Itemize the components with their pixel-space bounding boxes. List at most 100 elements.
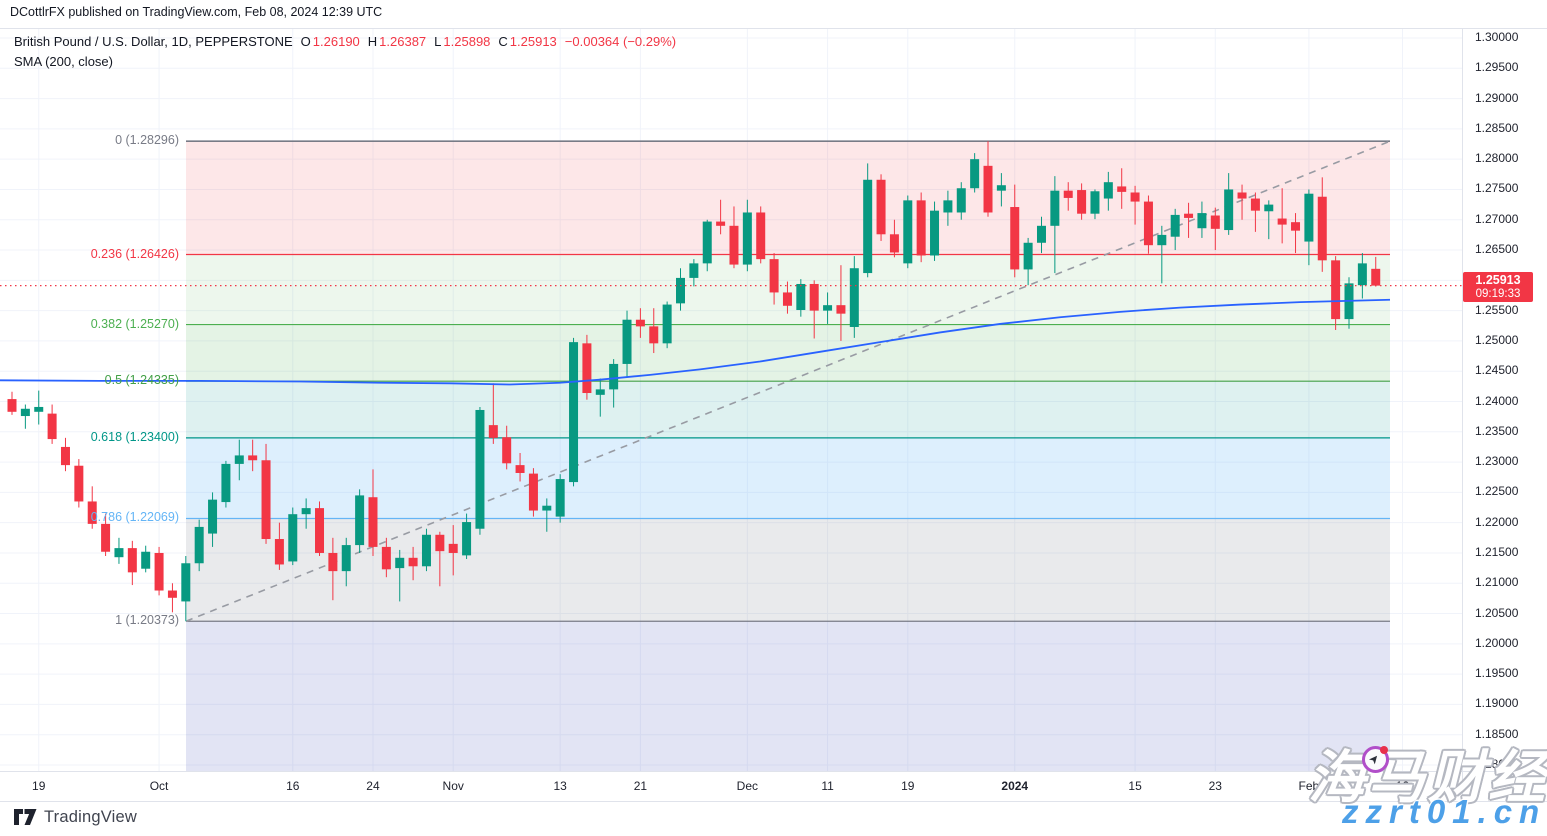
time-axis[interactable]: 19 Oct 16 24 Nov 13 21 Dec 11 19 2024 15 23 Feb 12 xyxy=(0,772,1462,801)
candle-body xyxy=(301,508,311,515)
candle-body xyxy=(729,225,739,265)
candle-body xyxy=(221,463,231,503)
time-axis-label: 16 xyxy=(286,779,300,793)
candle-body xyxy=(20,408,30,417)
watermark-cjk-text: 海马财经 xyxy=(1308,746,1547,810)
candle-body xyxy=(983,165,993,213)
candle-body xyxy=(167,590,177,598)
candle-body xyxy=(876,179,886,235)
open-label: O xyxy=(300,34,311,49)
candle-body xyxy=(1090,191,1100,214)
candle-body xyxy=(114,548,124,558)
candle-body xyxy=(87,501,97,524)
candle-body xyxy=(408,557,418,567)
candle-body xyxy=(916,200,926,256)
price-axis[interactable]: 1.30000 1.29500 1.29000 1.28500 1.28000 1.275… xyxy=(1463,29,1547,771)
candle-body xyxy=(194,526,204,564)
time-axis-label: 19 xyxy=(32,779,46,793)
footer-divider xyxy=(0,801,1547,802)
notification-dot-icon xyxy=(1380,746,1388,754)
candle-body xyxy=(849,268,859,327)
time-axis-label: Dec xyxy=(736,779,759,793)
price-axis-label: 1.25500 xyxy=(1475,302,1519,317)
candle-body xyxy=(74,465,84,502)
candle-body xyxy=(421,534,431,567)
candle-body xyxy=(1023,242,1033,270)
candle-body xyxy=(448,543,458,553)
price-axis-label: 1.29500 xyxy=(1475,60,1519,75)
candle-body xyxy=(635,319,645,327)
fib-band xyxy=(186,254,1390,325)
candle-body xyxy=(1103,182,1113,199)
tradingview-logo-text: TradingView xyxy=(44,807,137,826)
bar-countdown: 09:19:33 xyxy=(1475,288,1521,300)
candle-body xyxy=(1371,268,1381,286)
chart-legend: British Pound / U.S. Dollar, 1D, PEPPERS… xyxy=(14,32,676,72)
candle-body xyxy=(823,305,833,311)
candle-body xyxy=(649,326,659,344)
sma-200-line[interactable] xyxy=(0,298,1391,386)
candle-body xyxy=(488,425,498,438)
price-axis-label: 1.27000 xyxy=(1475,211,1519,226)
price-axis-label: 1.21000 xyxy=(1475,575,1519,590)
price-axis-divider xyxy=(1462,29,1463,802)
candle-body xyxy=(1184,213,1194,218)
open-value: 1.26190 xyxy=(312,34,360,49)
candle-body xyxy=(34,406,44,412)
publisher-line: DCottlrFX published on TradingView.com, … xyxy=(10,5,383,19)
price-chart[interactable] xyxy=(0,0,1462,771)
fib-band xyxy=(186,621,1390,771)
compass-needle-icon: ➤ xyxy=(1365,750,1383,768)
candle-body xyxy=(248,455,258,461)
candle-body xyxy=(716,221,726,226)
candle-body xyxy=(622,319,632,364)
high-value: 1.26387 xyxy=(379,34,427,49)
candle-body xyxy=(702,221,712,264)
candle-body xyxy=(555,479,565,517)
price-axis-label: 1.22500 xyxy=(1475,484,1519,499)
header-divider xyxy=(0,28,1547,29)
time-axis-label: 21 xyxy=(633,779,648,793)
candle-body xyxy=(569,342,579,483)
candle-body xyxy=(970,159,980,189)
candle-body xyxy=(782,292,792,306)
price-axis-label: 1.18000 xyxy=(1475,757,1519,771)
last-price-value: 1.25913 xyxy=(1475,273,1521,287)
low-value: 1.25898 xyxy=(443,34,491,49)
candle-body xyxy=(288,514,298,562)
candle-body xyxy=(1250,198,1260,211)
candle-body xyxy=(1197,213,1207,229)
candle-body xyxy=(595,389,605,395)
candle-body xyxy=(836,305,846,314)
price-axis-label: 1.21500 xyxy=(1475,544,1519,559)
price-axis-label: 1.23500 xyxy=(1475,423,1519,438)
candle-body xyxy=(462,522,472,556)
candle-body xyxy=(542,505,552,511)
candle-body xyxy=(1170,214,1180,237)
fib-band xyxy=(186,381,1390,438)
fib-band xyxy=(186,518,1390,622)
tradingview-logo[interactable]: TradingView xyxy=(14,806,137,828)
candle-body xyxy=(742,212,752,265)
candle-body xyxy=(181,563,191,602)
trendline[interactable] xyxy=(185,140,1391,622)
price-axis-label: 1.27500 xyxy=(1475,181,1519,196)
candle-body xyxy=(435,534,445,552)
candle-body xyxy=(7,399,17,412)
candle-body xyxy=(689,263,699,278)
price-axis-label: 1.19000 xyxy=(1475,696,1519,711)
candle-body xyxy=(101,523,111,552)
candle-body xyxy=(1063,190,1073,198)
candle-body xyxy=(1357,263,1367,286)
price-axis-label: 1.23000 xyxy=(1475,454,1519,469)
candle-body xyxy=(609,363,619,390)
time-axis-label: 2024 xyxy=(1001,779,1029,793)
candle-body xyxy=(1117,186,1127,192)
price-axis-label: 1.26500 xyxy=(1475,242,1519,257)
candle-body xyxy=(315,508,325,553)
price-axis-label: 1.29000 xyxy=(1475,90,1519,105)
indicator-label: SMA (200, close) xyxy=(14,54,113,69)
price-axis-label: 1.25000 xyxy=(1475,332,1519,347)
candle-body xyxy=(261,460,271,540)
candle-body xyxy=(515,465,525,473)
